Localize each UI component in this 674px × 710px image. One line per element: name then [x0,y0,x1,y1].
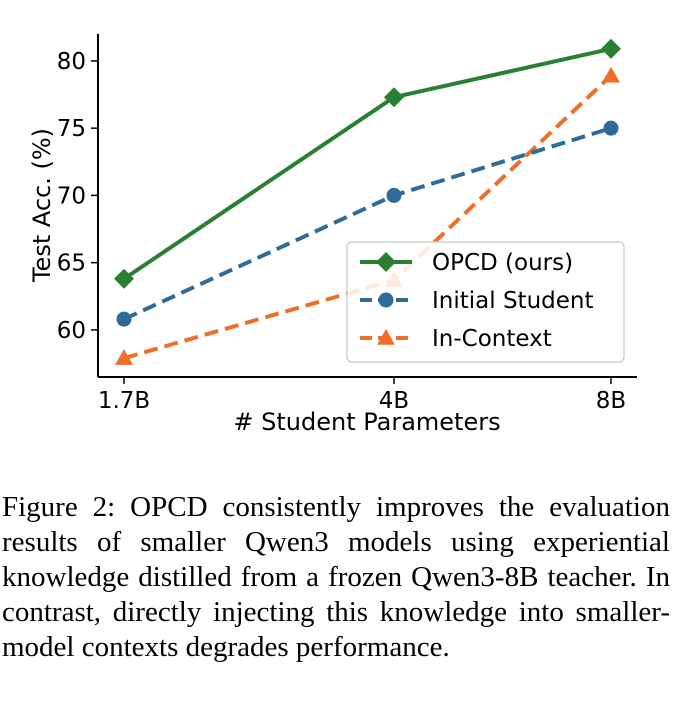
y-tick-label: 80 [57,49,86,75]
data-point-circle [603,120,619,136]
legend-label: In-Context [432,326,552,352]
data-point-diamond [114,268,134,289]
y-tick-label: 60 [57,318,86,344]
legend-marker-triangle [377,329,395,345]
y-tick-label: 70 [57,183,86,209]
legend-marker-circle [378,292,394,308]
y-axis-label: Test Acc. (%) [28,128,56,283]
line-chart: 60 65 70 75 80 1.7B 4B 8B # Student Parameters… [28,34,637,436]
x-tick-label: 1.7B [98,388,150,414]
data-point-circle [116,311,132,327]
legend: OPCD (ours) Initial Student In-Context [346,241,625,363]
x-axis-label: # Student Parameters [233,408,500,436]
x-tick-label: 4B [379,388,409,414]
y-tick-label: 65 [57,251,86,277]
data-point-triangle [602,66,620,83]
legend-label: Initial Student [432,288,594,314]
data-point-diamond [384,87,404,108]
legend-label: OPCD (ours) [432,250,573,276]
data-point-circle [386,187,402,203]
data-point-diamond [601,38,621,59]
y-tick-label: 75 [57,116,86,142]
legend-marker-diamond [376,252,396,272]
legend-box [346,241,625,363]
data-point-triangle [115,349,133,365]
figure-caption: Figure 2: OPCD consistently improves the… [2,491,670,663]
x-tick-label: 8B [596,388,626,414]
